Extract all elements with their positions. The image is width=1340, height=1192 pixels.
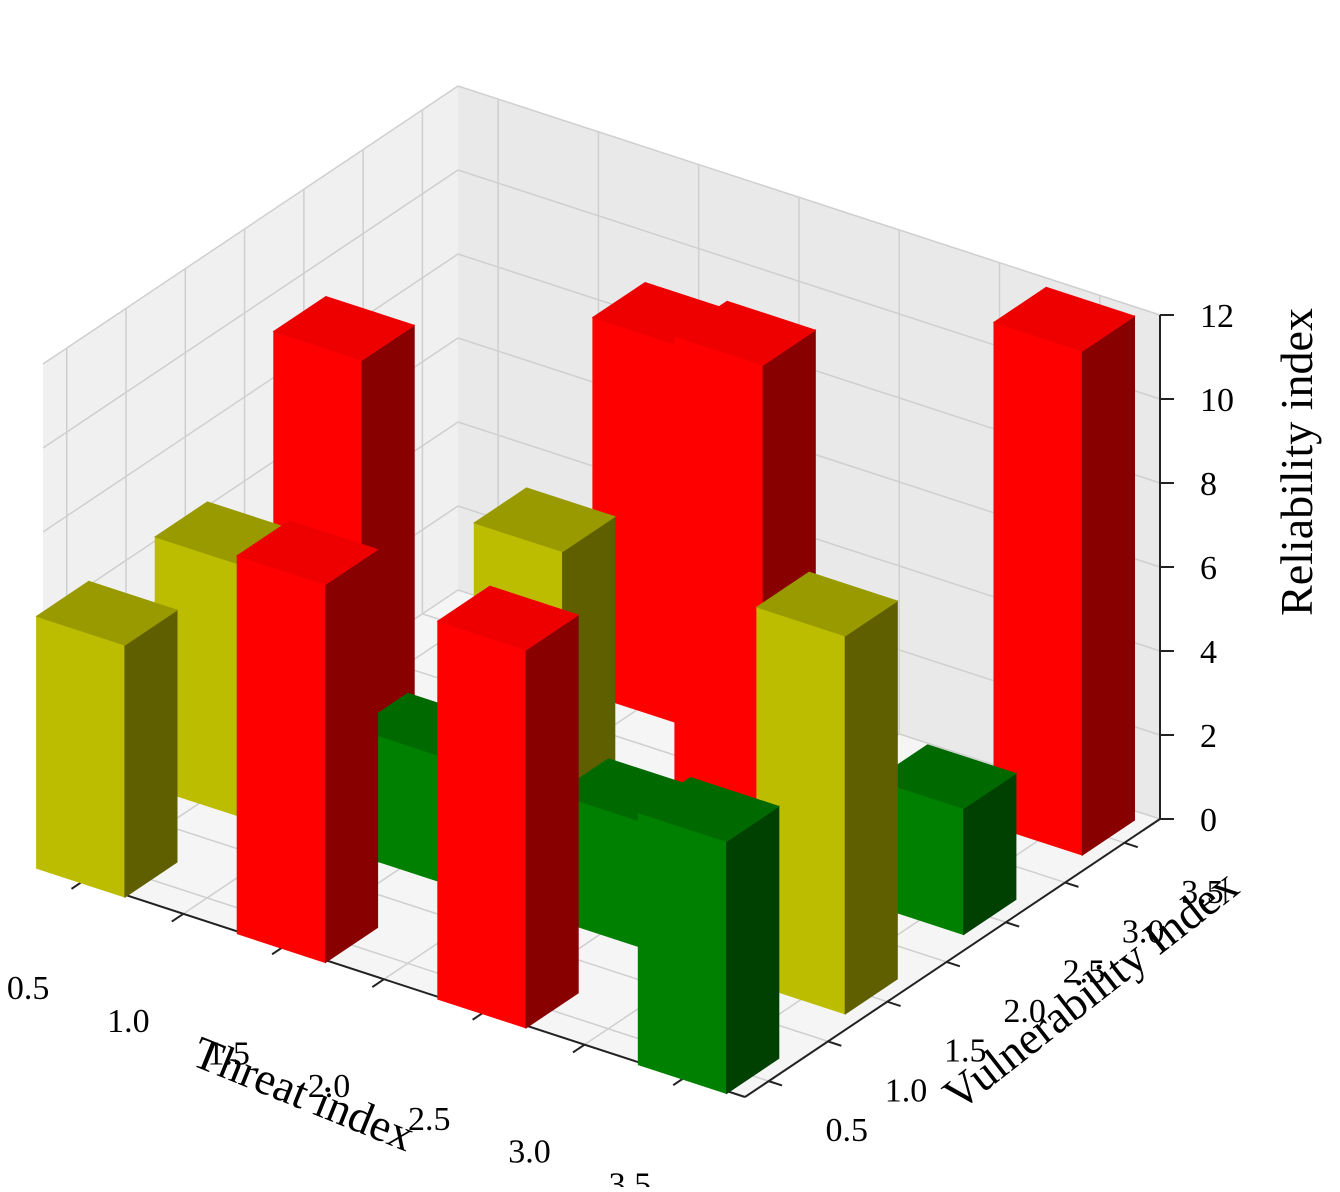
bar-side-face — [844, 600, 898, 1015]
bar-side-face — [525, 614, 579, 1029]
bar-side-face — [324, 548, 379, 964]
bar — [992, 286, 1136, 857]
y-tick-label: 3.5 — [1181, 874, 1224, 911]
z-tick-label: 6 — [1200, 550, 1217, 587]
bar-top-face — [874, 744, 1018, 810]
x-tick-label: 1.0 — [107, 1003, 150, 1040]
x-tick-mark — [171, 912, 184, 923]
axis-tick-labels: 0.5 1.0 1.5 2.0 2.5 3.0 3.5 0.5 1.0 1.5 2.0 2.5 3.0 3… — [7, 298, 1234, 1192]
y-tick-mark — [1064, 881, 1079, 888]
y-tick-mark — [768, 1080, 783, 1087]
bar-top-face — [35, 580, 179, 646]
y-tick-mark — [1124, 841, 1139, 849]
z-tick-label: 0 — [1200, 802, 1217, 839]
y-tick-label: 0.5 — [825, 1112, 868, 1149]
bar — [637, 777, 780, 1095]
gridline-left-z — [42, 85, 459, 365]
bar-top-face — [992, 286, 1136, 352]
z-tick-label: 2 — [1200, 718, 1217, 755]
bar-top-face — [272, 295, 416, 361]
bar-side-face — [726, 805, 780, 1095]
bar-front-face — [236, 555, 326, 964]
bars — [35, 281, 1136, 1095]
gridline-back-z — [457, 85, 1161, 316]
x-tick-label: 0.5 — [7, 970, 50, 1007]
axis-lines — [42, 314, 1174, 1098]
bar-side-face — [124, 609, 178, 899]
x-tick-label: 1.5 — [207, 1036, 250, 1073]
bar-top-face — [473, 487, 616, 553]
bar — [436, 585, 580, 1029]
y-tick-mark — [1005, 921, 1020, 928]
y-tick-mark — [827, 1040, 842, 1047]
x-tick-label: 3.0 — [508, 1134, 551, 1171]
bar-top-face — [755, 571, 899, 637]
x-tick-label: 2.5 — [408, 1101, 451, 1138]
y-tick-mark — [946, 961, 961, 968]
y-tick-label: 3.0 — [1122, 914, 1165, 951]
y-tick-label: 1.5 — [944, 1033, 987, 1070]
y-tick-label: 2.0 — [1003, 993, 1046, 1030]
x-axis-label: Threat index — [186, 1026, 422, 1161]
bar-top-face — [236, 520, 379, 586]
bar-top-face — [637, 777, 780, 842]
bar-front-face — [437, 620, 527, 1029]
x-tick-mark — [371, 978, 385, 988]
bar — [35, 580, 179, 899]
z-tick-label: 12 — [1200, 298, 1234, 335]
bar — [236, 520, 379, 964]
x-tick-label: 3.5 — [609, 1166, 652, 1187]
y-tick-mark — [886, 1000, 901, 1007]
z-axis-label: Reliability index — [1271, 308, 1322, 616]
bar-top-face — [673, 300, 817, 366]
z-tick-label: 8 — [1200, 466, 1217, 503]
y-tick-label: 1.0 — [885, 1072, 928, 1109]
y-tick-label: 2.5 — [1063, 953, 1106, 990]
x-axis-line — [42, 867, 746, 1098]
x-tick-mark — [572, 1043, 586, 1054]
y-axis-line — [744, 818, 1161, 1098]
bar-front-face — [637, 811, 728, 1095]
x-tick-label: 2.0 — [308, 1068, 351, 1105]
bar-front-face — [36, 615, 126, 898]
z-tick-label: 4 — [1200, 634, 1217, 671]
bar-side-face — [1081, 315, 1135, 857]
bar-top-face — [436, 585, 580, 651]
z-tick-label: 10 — [1200, 382, 1234, 419]
gridline-left-z — [42, 253, 459, 533]
gridline-left-z — [42, 169, 459, 449]
